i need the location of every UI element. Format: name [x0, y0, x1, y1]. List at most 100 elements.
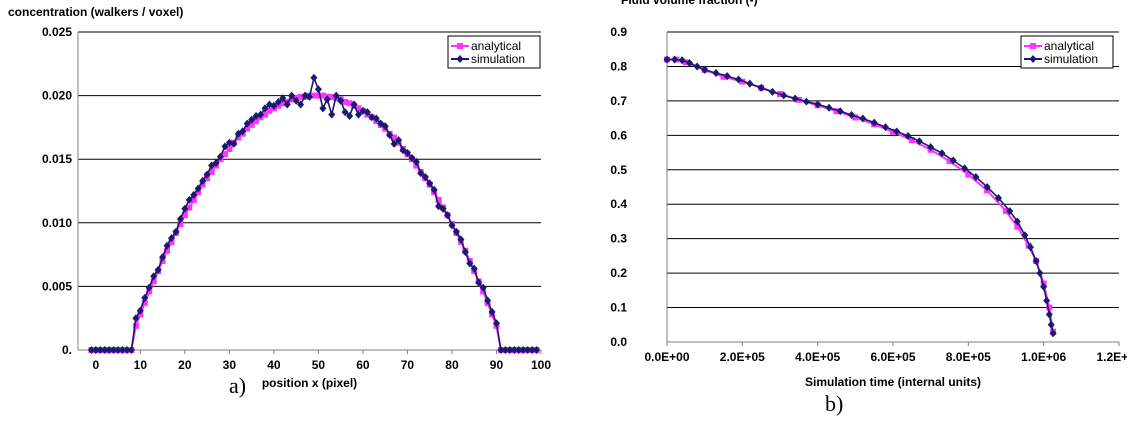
data-point	[346, 111, 354, 120]
x-tick-label: 6.0E+05	[870, 350, 915, 364]
data-point	[780, 91, 788, 100]
x-tick-label: 80	[445, 358, 459, 372]
data-point	[221, 142, 229, 151]
data-point	[92, 346, 100, 354]
data-point	[663, 55, 671, 64]
data-point	[319, 104, 327, 113]
data-point	[859, 114, 867, 123]
data-point	[354, 110, 362, 119]
data-point	[390, 139, 398, 148]
data-point	[244, 125, 251, 132]
y-tick-label: 0.020	[42, 89, 72, 103]
data-point	[261, 111, 268, 118]
data-point	[1013, 217, 1021, 226]
data-point	[833, 108, 840, 115]
data-point	[1043, 296, 1051, 305]
data-point	[678, 56, 686, 65]
legend-box	[447, 35, 541, 69]
data-point	[501, 346, 509, 354]
data-point	[994, 194, 1002, 203]
data-point	[208, 168, 215, 175]
data-point	[279, 100, 286, 107]
y-tick-label: 0.005	[42, 279, 72, 293]
data-point	[461, 248, 469, 257]
data-point	[355, 105, 362, 112]
data-point	[1040, 282, 1048, 291]
x-axis-title: position x (pixel)	[262, 376, 357, 390]
legend-box	[1020, 35, 1114, 69]
data-point	[791, 94, 799, 103]
data-point	[904, 132, 912, 141]
data-point	[524, 346, 532, 354]
data-point	[328, 110, 336, 119]
data-point	[167, 234, 175, 243]
chart-panel-a: 0. 0.005 0.010 0.015 0.020 0.025 0 10 20 30 40 50 60…	[8, 5, 551, 398]
x-tick-label: 30	[223, 358, 237, 372]
data-point	[1049, 329, 1057, 338]
data-point	[141, 293, 149, 302]
data-point	[452, 227, 460, 236]
y-tick-label: 0.3	[610, 232, 627, 246]
data-point	[430, 185, 438, 194]
data-point	[163, 241, 171, 250]
legend-marker	[1030, 43, 1036, 49]
data-point	[403, 148, 411, 157]
data-point	[1003, 208, 1009, 215]
data-point	[150, 278, 157, 285]
data-point	[297, 100, 305, 109]
data-point	[421, 173, 429, 182]
data-point	[671, 55, 679, 64]
data-point	[257, 110, 265, 119]
data-point	[701, 65, 709, 74]
data-point	[239, 127, 247, 136]
x-tick-label: 1.2E+06	[1096, 350, 1127, 364]
data-point	[757, 83, 765, 92]
y-tick-label: 0.0	[610, 335, 627, 349]
data-point	[492, 319, 500, 328]
data-point	[927, 143, 935, 152]
data-point	[341, 108, 349, 117]
data-point	[814, 100, 822, 109]
data-point	[194, 184, 202, 193]
data-point	[164, 247, 171, 254]
data-point	[212, 159, 220, 168]
data-point	[145, 283, 153, 292]
y-tick-label: 0.7	[610, 94, 627, 108]
data-point	[274, 97, 282, 106]
x-tick-label: 90	[490, 358, 504, 372]
y-axis-title: Fluid volume fraction (-)	[621, 0, 758, 7]
series-line	[91, 75, 537, 351]
data-point	[261, 104, 269, 113]
data-point	[310, 92, 317, 99]
data-point	[372, 114, 380, 123]
data-point	[938, 149, 946, 158]
x-tick-label: 0	[92, 358, 99, 372]
y-tick-label: 0.025	[42, 25, 72, 39]
data-point	[221, 151, 228, 158]
data-point	[176, 214, 184, 223]
x-tick-label: 8.0E+05	[946, 350, 991, 364]
y-tick-label: 0.5	[610, 163, 627, 177]
data-point	[381, 122, 389, 131]
x-tick-label: 100	[531, 358, 551, 372]
data-point	[412, 157, 420, 166]
data-point	[136, 306, 144, 315]
chart-panel-b: 0.0 0.1 0.2 0.3 0.4 0.5 0.6 0.7 0.8 0.9 0.0E+00 2.0…	[610, 0, 1127, 416]
data-point	[226, 146, 233, 153]
series-simulation	[87, 73, 541, 354]
data-point	[448, 221, 456, 230]
data-point	[132, 314, 140, 323]
y-tick-label: 0.8	[610, 59, 627, 73]
data-point	[292, 96, 300, 105]
data-point	[342, 98, 349, 105]
data-point	[746, 79, 754, 88]
x-tick-label: 70	[401, 358, 415, 372]
data-point	[350, 100, 358, 109]
x-tick-label: 2.0E+05	[720, 350, 765, 364]
y-tick-label: 0.2	[610, 266, 627, 280]
data-point	[720, 73, 727, 80]
data-point	[101, 346, 109, 354]
legend-marker	[1029, 55, 1037, 63]
y-tick-label: 0.6	[610, 128, 627, 142]
